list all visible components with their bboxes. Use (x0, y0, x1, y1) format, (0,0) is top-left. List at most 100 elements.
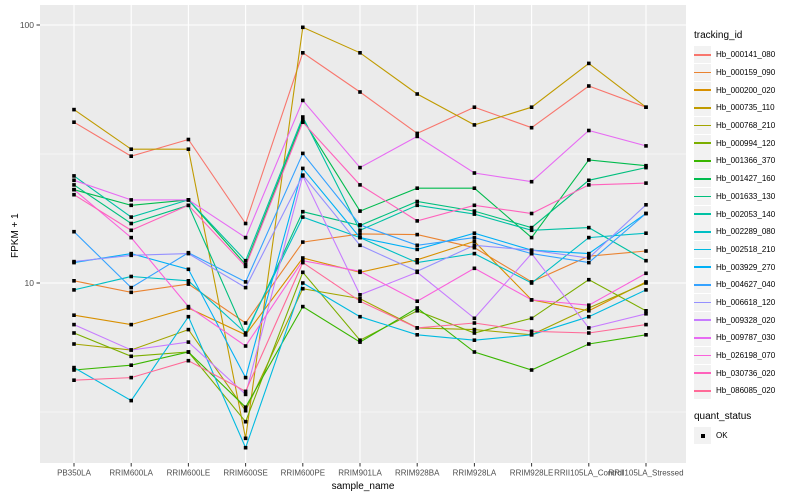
legend-item: Hb_001366_370 (694, 152, 800, 170)
data-point (301, 98, 305, 103)
x-tick-label: RRIM928LA (453, 469, 497, 478)
data-point (415, 260, 419, 265)
data-point (415, 92, 419, 96)
data-point (301, 281, 305, 285)
data-point (529, 105, 534, 109)
legend-item: Hb_086085_020 (694, 382, 800, 400)
data-point (186, 327, 191, 332)
data-point (644, 312, 648, 316)
data-point (301, 258, 305, 263)
data-point (358, 209, 362, 213)
data-point (358, 90, 362, 94)
legend-item-label: Hb_001633_130 (716, 191, 776, 201)
data-point (472, 350, 477, 354)
x-tick-label: RRIM600SE (223, 469, 267, 478)
legend-key (694, 64, 711, 82)
data-point (529, 211, 534, 216)
data-point (186, 147, 191, 151)
legend-item-label: Hb_086085_020 (716, 386, 776, 396)
data-point (186, 203, 191, 208)
data-point (129, 290, 133, 295)
data-point (587, 260, 591, 265)
legend-item: Hb_001427_160 (694, 170, 800, 188)
data-point (358, 296, 362, 301)
data-point (72, 192, 76, 197)
data-point (301, 260, 305, 265)
legend-key (694, 347, 711, 365)
data-point (243, 392, 248, 397)
data-point (72, 365, 76, 370)
series-color-line-icon (694, 390, 711, 392)
data-point (644, 163, 648, 168)
data-point (301, 174, 305, 178)
x-tick-label: RRIM600LA (109, 469, 153, 478)
legend-item: Hb_000768_210 (694, 117, 800, 135)
legend-item-label: Hb_026198_070 (716, 351, 776, 361)
data-point (72, 183, 76, 187)
legend-key (694, 258, 711, 276)
data-point (415, 243, 419, 248)
data-point (415, 306, 419, 310)
legend-key (694, 46, 711, 64)
legend: tracking_id Hb_000141_080 Hb_000159_090 Hb… (694, 30, 800, 445)
data-point (472, 203, 477, 208)
legend-key (694, 187, 711, 205)
data-point (472, 186, 477, 190)
legend-key (694, 382, 711, 400)
data-point (472, 171, 477, 175)
legend-item: Hb_026198_070 (694, 347, 800, 365)
data-point (529, 179, 534, 184)
data-point (243, 408, 248, 413)
data-point (72, 368, 76, 372)
data-point (243, 280, 248, 284)
data-point (644, 333, 648, 337)
data-point (301, 256, 305, 260)
data-point (72, 342, 76, 346)
x-tick-label: RRIM600PE (281, 469, 325, 478)
data-point (472, 243, 477, 248)
data-point (243, 285, 248, 290)
legend-item: Hb_000735_110 (694, 99, 800, 117)
data-point (415, 270, 419, 275)
data-point (72, 313, 76, 317)
legend-key (694, 329, 711, 347)
data-point (358, 165, 362, 170)
data-point (358, 269, 362, 274)
series-color-line-icon (694, 89, 711, 92)
legend-key (694, 152, 711, 170)
data-point (301, 215, 305, 219)
series-color-line-icon (694, 354, 711, 357)
data-point (644, 181, 648, 185)
data-point (186, 251, 191, 256)
data-point (415, 258, 419, 262)
legend-item-label: Hb_002289_080 (716, 227, 776, 237)
legend-item: Hb_009787_030 (694, 329, 800, 347)
data-point (587, 331, 591, 335)
data-point (358, 51, 362, 55)
legend-key (694, 427, 711, 445)
legend-item-label: Hb_009328_020 (716, 315, 776, 325)
data-point (301, 209, 305, 214)
data-point (186, 358, 191, 363)
data-point (644, 322, 648, 327)
data-point (129, 203, 133, 208)
x-tick-label: RRIM901LA (338, 469, 382, 478)
data-point (587, 84, 591, 88)
data-point (587, 309, 591, 313)
data-point (529, 333, 534, 337)
data-point (358, 338, 362, 342)
data-point (529, 368, 534, 372)
y-tick-label: 100 (20, 20, 34, 30)
data-point (72, 331, 76, 335)
data-point (358, 223, 362, 227)
data-point (243, 264, 248, 269)
data-point (415, 219, 419, 223)
data-point (587, 314, 591, 319)
legend-item: Hb_000200_020 (694, 81, 800, 99)
data-point (472, 123, 477, 127)
x-tick-label: PB350LA (57, 469, 91, 478)
data-point (529, 329, 534, 334)
y-tick-label: 10 (25, 278, 35, 288)
